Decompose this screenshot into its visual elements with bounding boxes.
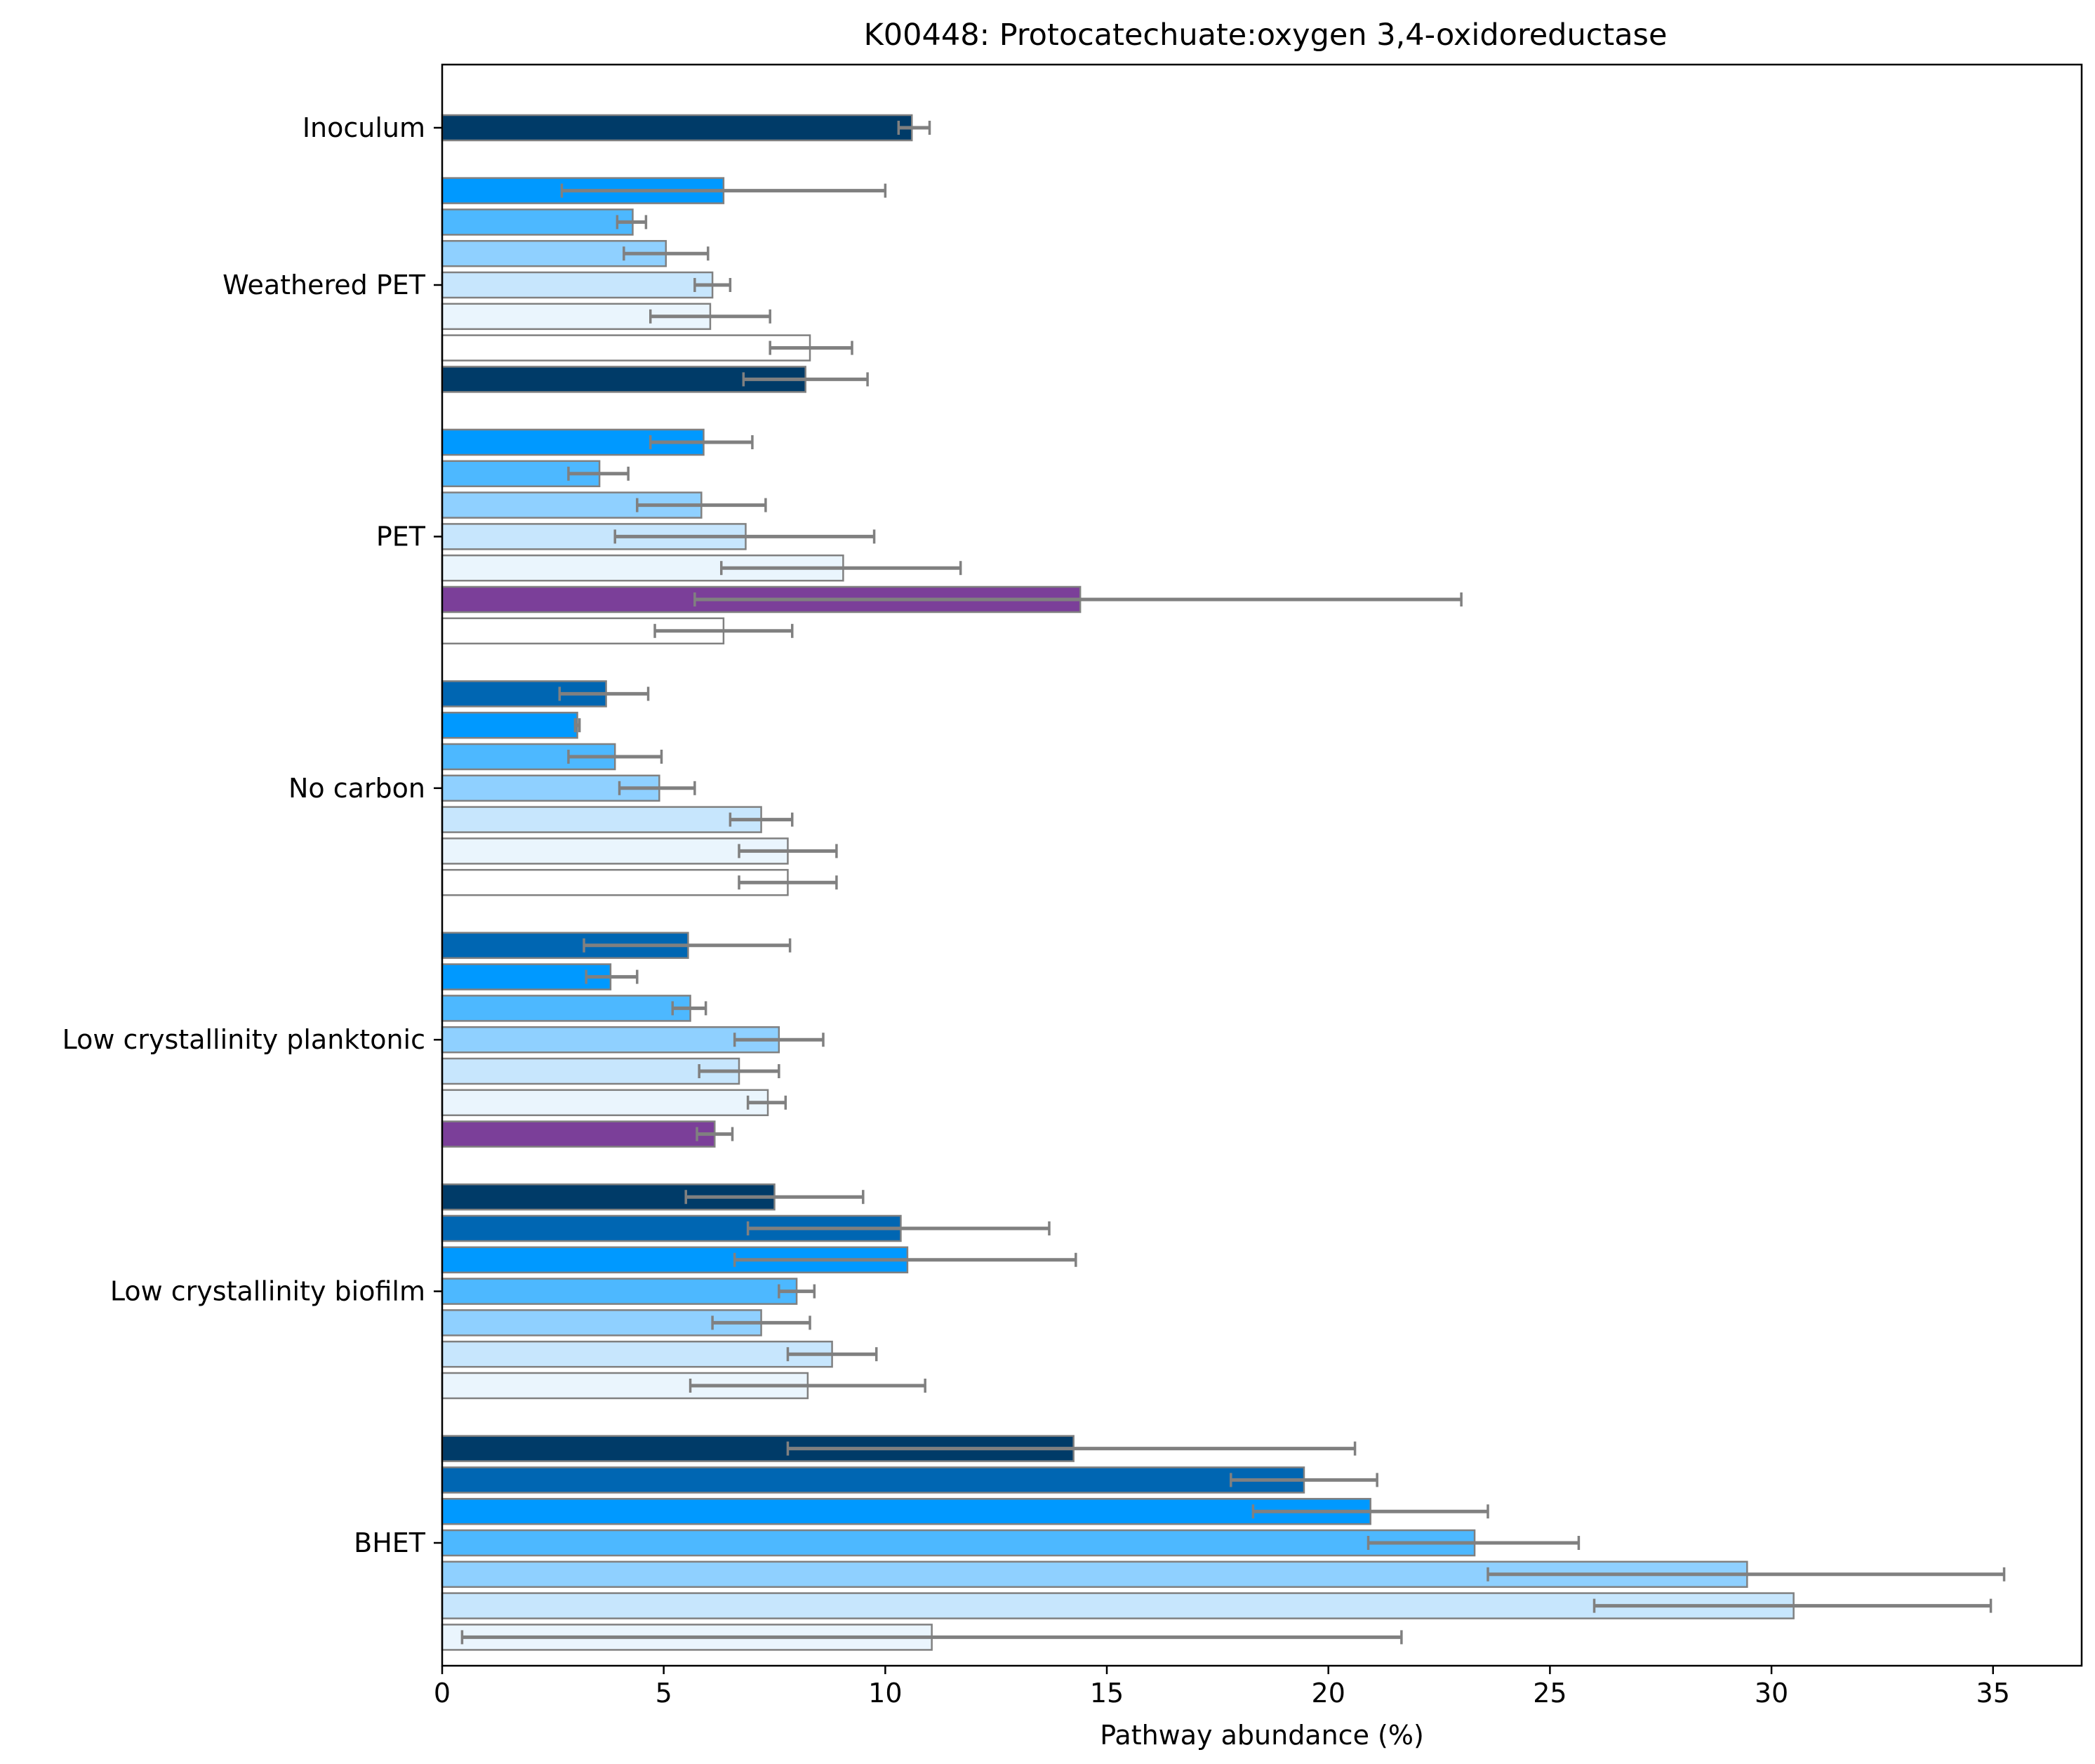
error-bar: [711, 1315, 811, 1330]
x-tick-label: 30: [1755, 1678, 1788, 1709]
error-bar: [733, 1252, 1077, 1267]
error-bar: [560, 183, 887, 198]
x-tick-label: 0: [434, 1678, 451, 1709]
error-bar: [729, 812, 794, 827]
error-bar: [460, 1630, 1403, 1645]
error-bar: [583, 938, 792, 953]
error-bar: [1366, 1536, 1581, 1550]
bar: [441, 1278, 798, 1305]
error-bar: [746, 1221, 1051, 1235]
bar: [441, 114, 913, 142]
error-bar: [1230, 1473, 1378, 1487]
error-bar: [636, 498, 767, 512]
bar: [441, 1026, 780, 1054]
bar: [441, 1592, 1795, 1619]
bar: [441, 1340, 833, 1368]
axes: Inoculum Weathered PET PET No carbon Low cry…: [62, 112, 2010, 1709]
y-tick-label: Weathered PET: [222, 270, 426, 300]
bar: [441, 334, 811, 362]
error-bar: [897, 121, 931, 135]
error-bar: [684, 1190, 865, 1205]
error-bar: [653, 623, 794, 638]
error-bar: [613, 529, 876, 544]
error-bar: [567, 466, 630, 481]
error-bar: [616, 215, 648, 230]
x-tick-label: 10: [868, 1678, 902, 1709]
y-tick-label: Low crystallinity biofilm: [110, 1276, 425, 1307]
error-bar: [671, 1001, 707, 1016]
x-tick-label: 25: [1533, 1678, 1567, 1709]
y-tick-label: Low crystallinity planktonic: [62, 1024, 425, 1055]
error-bar: [693, 278, 732, 292]
error-bar: [649, 309, 771, 324]
error-bar: [786, 1347, 878, 1362]
bar: [441, 806, 762, 833]
error-bar: [693, 592, 1463, 606]
bar: [441, 1120, 716, 1148]
error-bar: [769, 340, 853, 355]
error-bar: [720, 561, 962, 576]
error-bar: [738, 875, 838, 890]
error-bar: [573, 718, 581, 733]
x-tick-label: 15: [1090, 1678, 1124, 1709]
error-bar: [1251, 1504, 1489, 1519]
x-tick-label: 20: [1312, 1678, 1345, 1709]
error-bar: [698, 1064, 780, 1078]
error-bar: [558, 687, 650, 701]
y-tick-label: No carbon: [288, 773, 425, 804]
bar: [441, 995, 691, 1022]
bar: [441, 1466, 1305, 1494]
chart-title: K00448: Protocatechuate:oxygen 3,4-oxido…: [864, 18, 1668, 53]
error-bar: [585, 969, 639, 984]
x-axis-label: Pathway abundance (%): [1100, 1720, 1424, 1751]
bar: [441, 1529, 1476, 1557]
bar: [441, 837, 789, 865]
error-bar: [649, 435, 754, 449]
error-bar: [618, 781, 696, 795]
y-tick-label: BHET: [354, 1527, 426, 1558]
error-bar: [746, 1095, 787, 1110]
error-bar: [738, 844, 838, 858]
error-bar: [1487, 1567, 2006, 1581]
x-tick-label: 5: [656, 1678, 672, 1709]
bar: [441, 868, 789, 896]
error-bar: [696, 1127, 734, 1141]
bar: [441, 711, 578, 739]
plot-area: [441, 114, 2006, 1651]
plot-frame: [441, 63, 2083, 1667]
error-bar: [623, 246, 710, 261]
bar: [441, 1497, 1371, 1525]
bar: [441, 1089, 769, 1117]
y-tick-label: Inoculum: [302, 112, 425, 143]
error-bar: [778, 1284, 816, 1299]
bar: [441, 1057, 740, 1085]
error-bar: [742, 372, 869, 387]
bar: [441, 208, 634, 236]
error-bar: [689, 1379, 926, 1393]
error-bar: [567, 750, 663, 764]
error-bar: [786, 1441, 1357, 1456]
bar: [441, 271, 714, 299]
x-tick-label: 35: [1976, 1678, 2010, 1709]
y-tick-label: PET: [376, 521, 426, 552]
error-bar: [733, 1033, 825, 1047]
error-bar: [1592, 1598, 1993, 1613]
bar: [441, 1214, 902, 1242]
